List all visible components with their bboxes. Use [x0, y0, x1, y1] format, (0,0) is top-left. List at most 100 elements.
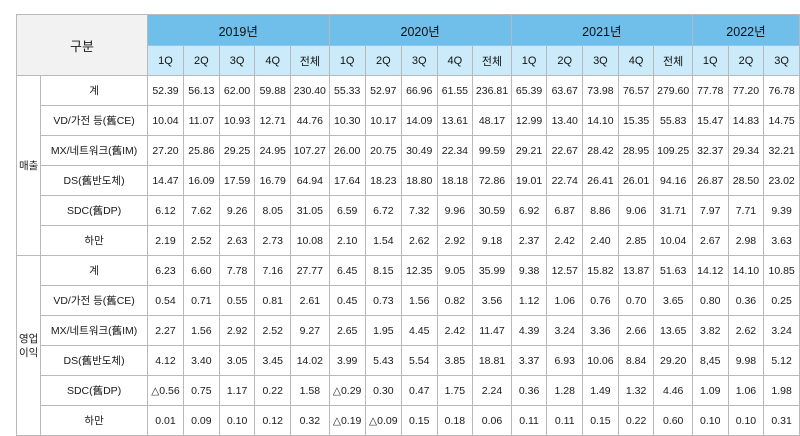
quarter-header: 2Q: [546, 45, 584, 76]
table-cell: 6.87: [546, 195, 584, 226]
table-cell: 14.02: [290, 345, 330, 376]
row-label: 하만: [40, 405, 148, 436]
table-cell: 18.18: [436, 165, 474, 196]
table-cell: 6.59: [328, 195, 366, 226]
table-cell: 0.31: [763, 405, 800, 436]
table-cell: 9.96: [436, 195, 474, 226]
row-label: VD/가전 등(舊CE): [40, 285, 148, 316]
table-cell: 73.98: [582, 75, 619, 106]
table-row: VD/가전 등(舊CE) 0.54 0.71 0.55 0.81 2.61 0.45 0.73…: [17, 285, 800, 316]
table-cell: 0.10: [218, 405, 256, 436]
quarter-header: 2Q: [364, 45, 402, 76]
table-cell: 28.50: [727, 165, 765, 196]
year-header: 2020년: [328, 14, 512, 46]
row-label: 계: [40, 75, 148, 106]
table-cell: 2.65: [328, 315, 366, 346]
table-cell: 3.24: [546, 315, 584, 346]
table-cell: △0.19: [328, 405, 366, 436]
table-cell: 0.15: [582, 405, 619, 436]
table-cell: 0.45: [328, 285, 366, 316]
table-cell: 0.11: [510, 405, 548, 436]
table-cell: 8,45: [691, 345, 729, 376]
table-cell: 109.25: [653, 135, 693, 166]
table-cell: △0.09: [364, 405, 402, 436]
table-container: 구분 2019년 2020년 2021년 2022년 1Q 2Q 3Q 4Q 전체 1Q 2Q 3Q 4Q…: [15, 14, 800, 436]
table-row: 하만 2.19 2.52 2.63 2.73 10.08 2.10 1.54 2.62 2.92 9…: [17, 225, 800, 256]
table-row: VD/가전 등(舊CE) 10.04 11.07 10.93 12.71 44.76 10.…: [17, 105, 800, 136]
table-cell: 10.30: [328, 105, 366, 136]
row-label: 하만: [40, 225, 148, 256]
header-gubun: 구분: [16, 14, 148, 76]
table-cell: 65.39: [510, 75, 548, 106]
table-cell: 2.92: [218, 315, 256, 346]
table-cell: 13.87: [617, 255, 655, 286]
row-label: DS(舊반도체): [40, 165, 148, 196]
table-cell: 22.67: [546, 135, 584, 166]
table-cell: 29.20: [653, 345, 693, 376]
table-cell: 15.82: [582, 255, 619, 286]
table-cell: 230.40: [290, 75, 330, 106]
table-row: DS(舊반도체) 14.47 16.09 17.59 16.79 64.94 17.64 18…: [17, 165, 800, 196]
table-cell: 7.78: [218, 255, 256, 286]
table-cell: 9.26: [218, 195, 256, 226]
table-cell: 1.17: [218, 375, 256, 406]
table-cell: 1.12: [510, 285, 548, 316]
table-cell: 18.23: [364, 165, 402, 196]
table-cell: 6.92: [510, 195, 548, 226]
table-cell: 0.30: [364, 375, 402, 406]
table-cell: 31.05: [290, 195, 330, 226]
table-cell: 0.01: [146, 405, 185, 436]
table-cell: 1.06: [546, 285, 584, 316]
table-cell: 0.06: [472, 405, 512, 436]
quarter-header: 4Q: [436, 45, 474, 76]
table-cell: 2.62: [400, 225, 438, 256]
table-cell: 16.09: [183, 165, 220, 196]
table-row: MX/네트워크(舊IM) 27.20 25.86 29.25 24.95 107.27 26…: [17, 135, 800, 166]
table-cell: 3.05: [218, 345, 256, 376]
table-cell: 8.15: [364, 255, 402, 286]
quarter-header: 1Q: [146, 45, 185, 76]
table-row: MX/네트워크(舊IM) 2.27 1.56 2.92 2.52 9.27 2.65 1.95…: [17, 315, 800, 346]
table-cell: 0.25: [763, 285, 800, 316]
table-cell: 7.62: [183, 195, 220, 226]
table-cell: 3.99: [328, 345, 366, 376]
table-cell: 1.98: [763, 375, 800, 406]
table-cell: 0.22: [617, 405, 655, 436]
table-cell: 14.47: [146, 165, 185, 196]
table-cell: 8.84: [617, 345, 655, 376]
row-label: SDC(舊DP): [40, 375, 148, 406]
quarter-header: 1Q: [691, 45, 729, 76]
quarter-header: 3Q: [582, 45, 619, 76]
quarter-header: 전체: [653, 45, 693, 76]
table-cell: 7.16: [254, 255, 292, 286]
table-cell: 18.80: [400, 165, 438, 196]
table-cell: 26.01: [617, 165, 655, 196]
table-cell: 12.35: [400, 255, 438, 286]
table-cell: 1.56: [183, 315, 220, 346]
table-cell: 2.62: [727, 315, 765, 346]
table-cell: 1.58: [290, 375, 330, 406]
table-cell: 35.99: [472, 255, 512, 286]
table-cell: 2.52: [183, 225, 220, 256]
table-cell: 0.55: [218, 285, 256, 316]
table-cell: 3.63: [763, 225, 800, 256]
table-cell: 0.11: [546, 405, 584, 436]
table-cell: 62.00: [218, 75, 256, 106]
table-cell: 9.98: [727, 345, 765, 376]
quarter-header: 4Q: [617, 45, 655, 76]
table-cell: 3.45: [254, 345, 292, 376]
table-cell: 10.08: [290, 225, 330, 256]
table-cell: 29.25: [218, 135, 256, 166]
table-cell: 4.45: [400, 315, 438, 346]
table-cell: 59.88: [254, 75, 292, 106]
table-cell: 52.97: [364, 75, 402, 106]
table-cell: 0.15: [400, 405, 438, 436]
table-cell: 2.66: [617, 315, 655, 346]
table-cell: 61.55: [436, 75, 474, 106]
table-cell: 44.76: [290, 105, 330, 136]
table-cell: 9.39: [763, 195, 800, 226]
table-cell: 9.18: [472, 225, 512, 256]
table-cell: 27.20: [146, 135, 185, 166]
table-cell: 23.02: [763, 165, 800, 196]
table-cell: 14.75: [763, 105, 800, 136]
